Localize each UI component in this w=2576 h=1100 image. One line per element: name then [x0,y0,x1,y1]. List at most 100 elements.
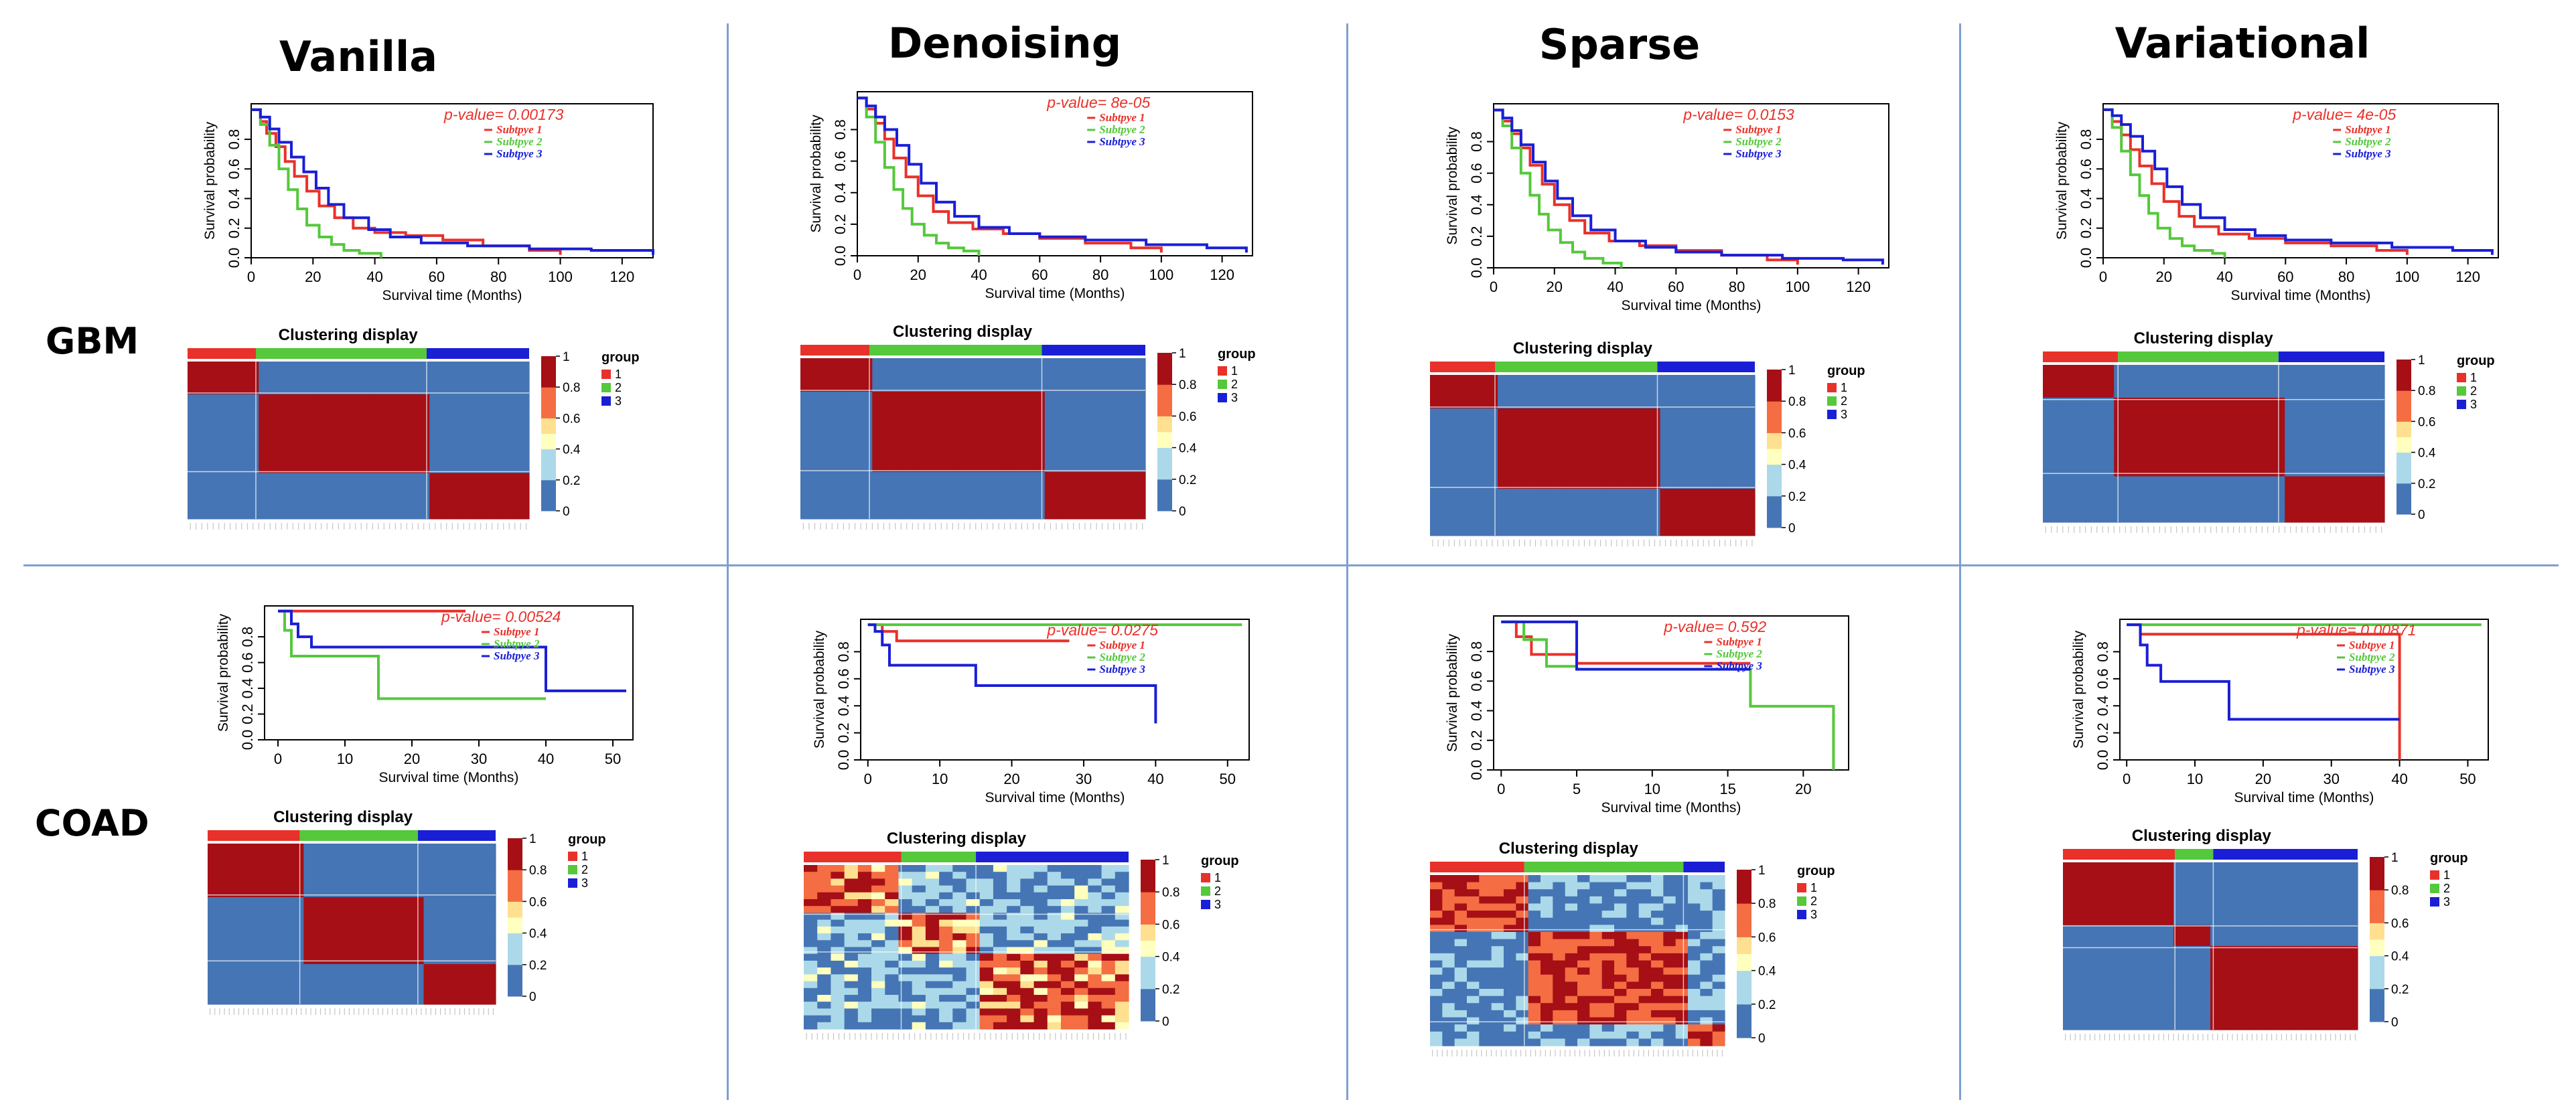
heat-cell [939,926,953,934]
heat-cell [912,906,926,914]
heat-cell [885,899,900,907]
heat-cell [1059,485,1074,493]
heat-cell [1524,449,1539,456]
heat-cell [1700,1017,1713,1025]
heat-cell [267,917,281,925]
heat-cell [1714,442,1729,449]
heat-cell [1479,903,1492,911]
heat-cell [1442,903,1455,911]
heat-cell [243,904,257,911]
heat-cell [1470,516,1485,523]
heat-cell [2185,502,2200,510]
heat-cell [1565,1024,1578,1032]
heat-cell [829,432,844,439]
heat-cell [372,381,388,388]
heat-cell [2256,391,2271,398]
heat-cell [1712,996,1725,1004]
heat-cell [514,374,530,382]
heat-cell [1044,492,1060,499]
heat-cell [459,931,472,938]
heat-cell [500,466,516,474]
heat-cell [1491,960,1504,968]
heat-cell [1673,428,1688,436]
heat-cell [423,864,437,871]
heat-cell [843,459,859,466]
heat-cell [1102,392,1117,399]
heat-cell [886,392,902,399]
heat-cell [1614,974,1627,982]
heat-cell [2199,457,2214,464]
heat-cell [1467,1038,1480,1046]
heat-cell [872,505,887,513]
heat-cell [885,953,900,961]
heat-cell [415,394,430,402]
heat-cell [415,453,430,461]
heat-cell [979,988,994,996]
heat-cell [372,499,388,507]
heat-cell [1430,917,1443,925]
y-axis-label: Survival probability [202,121,218,240]
heat-cell [472,998,484,1005]
heat-cell [831,892,845,900]
heat-cell [2313,457,2328,464]
heat-cell [952,988,967,996]
heat-cell [925,1022,940,1030]
heat-cell [1701,469,1715,476]
heat-cell [885,1002,900,1009]
heat-cell [979,865,994,872]
heat-cell [443,394,459,402]
heat-cell [2271,397,2285,405]
group-legend-title: group [568,832,606,847]
heat-cell [901,479,916,486]
heat-cell [1467,932,1480,940]
heat-cell [1454,1003,1468,1011]
heat-cell [1633,402,1647,409]
heat-cell [2328,495,2342,503]
heat-cell [1088,398,1103,406]
heat-cell [1101,872,1116,880]
heat-cell [925,974,940,982]
scale-label: 0.8 [563,381,580,395]
heat-cell [1660,375,1674,382]
heat-cell [267,850,281,858]
y-tick-label: 0.8 [1468,131,1485,152]
heat-cell [952,906,967,914]
heat-cell [484,944,496,951]
heat-cell [2157,430,2171,438]
y-tick-label: 0.0 [239,730,256,751]
heat-cell [857,432,873,439]
heat-cell [912,960,926,968]
heat-cell [872,398,887,406]
heat-cell [1443,469,1458,476]
heat-cell [944,412,959,419]
heat-cell [344,374,359,382]
heat-cell [2271,495,2285,503]
y-tick-label: 0.4 [832,182,849,203]
heat-cell [844,878,859,886]
heat-cell [344,505,359,513]
heat-cell [1516,996,1529,1004]
heat-cell [2057,489,2072,497]
heat-cell [1605,489,1620,496]
heat-cell [1131,392,1146,399]
heat-cell [2228,391,2243,398]
heat-cell [952,892,967,900]
p-value-label: p-value= 0.00173 [443,106,564,123]
heat-cell [230,486,245,493]
heat-cell [1577,974,1590,982]
heat-cell [315,884,328,891]
heat-cell [925,906,940,914]
heat-cell [1047,967,1062,975]
heat-cell [804,960,818,968]
heat-cell [188,407,202,414]
heat-cell [259,505,274,513]
heat-cell [447,931,460,938]
heat-cell [1479,989,1492,997]
heat-cell [958,499,974,506]
clustering-title: Clustering display [2134,329,2274,347]
heat-cell [2157,391,2171,398]
heat-cell [2242,463,2257,471]
heat-cell [1101,919,1116,927]
heat-cell [1700,882,1713,890]
